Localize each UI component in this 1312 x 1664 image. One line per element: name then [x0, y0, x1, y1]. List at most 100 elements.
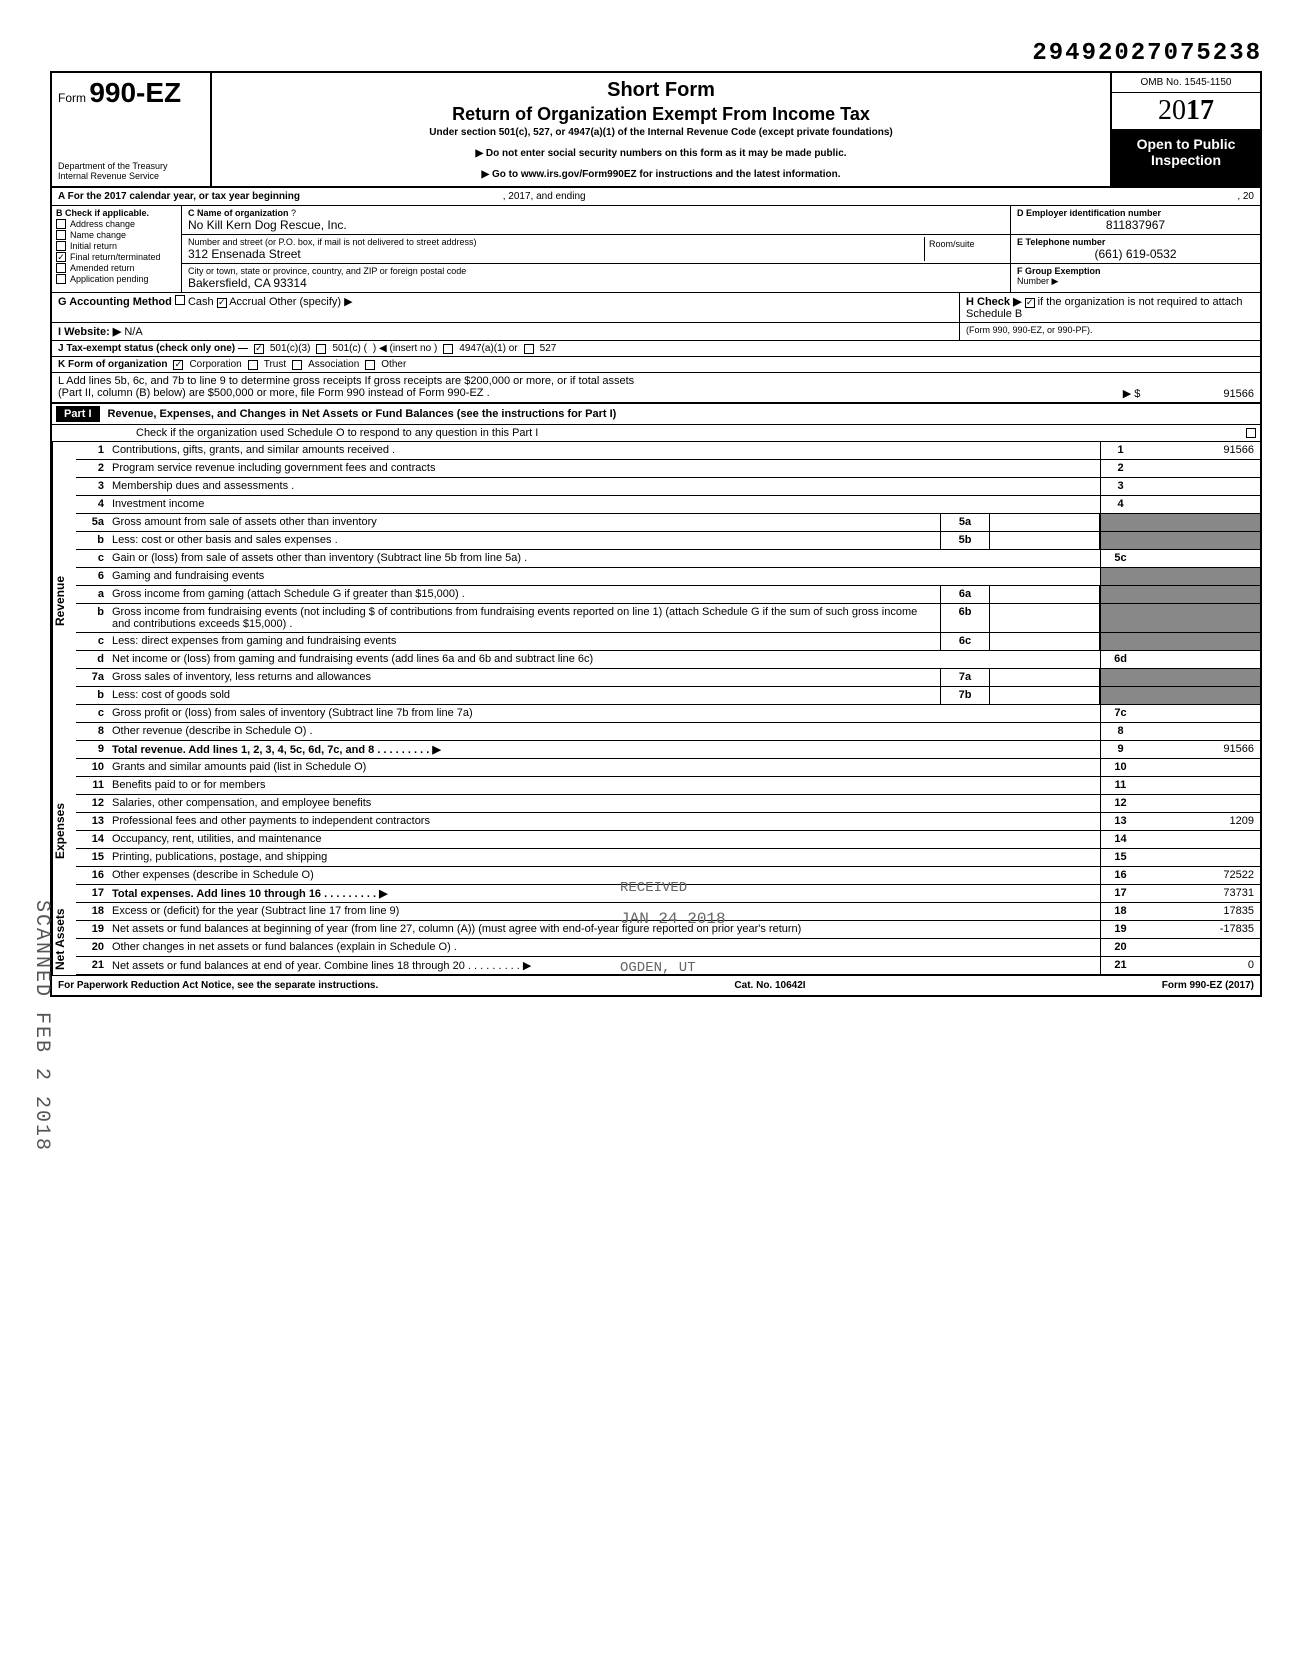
- right-line-num: 1: [1100, 442, 1140, 459]
- date-stamp: JAN 24 2018: [620, 910, 726, 928]
- mid-line-num: 7b: [940, 687, 990, 704]
- assoc-checkbox[interactable]: [292, 360, 302, 370]
- line-text: Program service revenue including govern…: [108, 460, 1100, 477]
- line-text: Investment income: [108, 496, 1100, 513]
- line-text: Professional fees and other payments to …: [108, 813, 1100, 830]
- dept-label: Department of the Treasury Internal Reve…: [58, 162, 204, 182]
- shaded-cell: [1140, 514, 1260, 531]
- line-row: 11Benefits paid to or for members11: [76, 777, 1260, 795]
- checkbox[interactable]: [56, 219, 66, 229]
- right-line-val: [1140, 460, 1260, 477]
- line-text: Gross amount from sale of assets other t…: [108, 514, 940, 531]
- line-row: 10Grants and similar amounts paid (list …: [76, 759, 1260, 777]
- right-line-num: 21: [1100, 957, 1140, 974]
- checkbox[interactable]: ✓: [56, 252, 66, 262]
- corp-checkbox[interactable]: ✓: [173, 360, 183, 370]
- line-number: 20: [76, 939, 108, 956]
- warning-2: Go to www.irs.gov/Form990EZ for instruct…: [220, 169, 1102, 180]
- line-number: 10: [76, 759, 108, 776]
- line-text: Gain or (loss) from sale of assets other…: [108, 550, 1100, 567]
- line-number: d: [76, 651, 108, 668]
- line-text: Other revenue (describe in Schedule O) .: [108, 723, 1100, 740]
- gross-receipts: 91566: [1223, 388, 1254, 400]
- phone-label: E Telephone number: [1017, 237, 1254, 247]
- right-line-val: [1140, 478, 1260, 495]
- checkbox[interactable]: [56, 274, 66, 284]
- part-1-label: Part I: [56, 406, 100, 422]
- line-row: 7aGross sales of inventory, less returns…: [76, 669, 1260, 687]
- right-line-val: [1140, 550, 1260, 567]
- trust-checkbox[interactable]: [248, 360, 258, 370]
- shaded-cell: [1140, 568, 1260, 585]
- line-text: Net income or (loss) from gaming and fun…: [108, 651, 1100, 668]
- 501c-checkbox[interactable]: [316, 344, 326, 354]
- right-line-num: 4: [1100, 496, 1140, 513]
- right-line-num: 9: [1100, 741, 1140, 758]
- right-line-num: 15: [1100, 849, 1140, 866]
- other-checkbox[interactable]: [365, 360, 375, 370]
- cash-checkbox[interactable]: [175, 295, 185, 305]
- help-icon[interactable]: ?: [291, 208, 296, 218]
- shaded-cell: [1140, 669, 1260, 686]
- line-number: c: [76, 633, 108, 650]
- open-to-public: Open to Public Inspection: [1112, 130, 1260, 186]
- header-right: OMB No. 1545-1150 2017 Open to Public In…: [1110, 73, 1260, 186]
- line-row: 12Salaries, other compensation, and empl…: [76, 795, 1260, 813]
- right-line-val: [1140, 849, 1260, 866]
- line-text: Excess or (deficit) for the year (Subtra…: [108, 903, 1100, 920]
- line-number: b: [76, 604, 108, 632]
- h-checkbox[interactable]: ✓: [1025, 298, 1035, 308]
- 501c3-checkbox[interactable]: ✓: [254, 344, 264, 354]
- right-line-val: 1209: [1140, 813, 1260, 830]
- right-line-num: 8: [1100, 723, 1140, 740]
- line-number: b: [76, 532, 108, 549]
- col-b-item: Amended return: [56, 263, 177, 273]
- street-address: 312 Ensenada Street: [188, 247, 924, 261]
- 4947-checkbox[interactable]: [443, 344, 453, 354]
- schedule-o-checkbox[interactable]: [1246, 428, 1256, 438]
- line-row: 13Professional fees and other payments t…: [76, 813, 1260, 831]
- right-line-num: 18: [1100, 903, 1140, 920]
- revenue-section: Revenue 1Contributions, gifts, grants, a…: [52, 442, 1260, 759]
- line-text: Benefits paid to or for members: [108, 777, 1100, 794]
- accrual-label: Accrual: [229, 296, 266, 308]
- c-label: C Name of organization: [188, 208, 289, 218]
- line-number: 15: [76, 849, 108, 866]
- right-line-num: 19: [1100, 921, 1140, 938]
- group-exemption-label: F Group Exemption: [1017, 266, 1254, 276]
- line-number: 17: [76, 885, 108, 902]
- group-exemption-number: Number ▶: [1017, 276, 1254, 287]
- shaded-cell: [1140, 532, 1260, 549]
- mid-line-val: [990, 586, 1100, 603]
- line-row: aGross income from gaming (attach Schedu…: [76, 586, 1260, 604]
- accrual-checkbox[interactable]: ✓: [217, 298, 227, 308]
- col-def: D Employer identification number 8118379…: [1010, 206, 1260, 292]
- right-line-val: [1140, 651, 1260, 668]
- line-row: bGross income from fundraising events (n…: [76, 604, 1260, 633]
- line-number: 7a: [76, 669, 108, 686]
- mid-line-val: [990, 633, 1100, 650]
- mid-line-val: [990, 532, 1100, 549]
- checkbox[interactable]: [56, 230, 66, 240]
- h-label: H Check ▶: [966, 296, 1022, 308]
- shaded-cell: [1100, 514, 1140, 531]
- checkbox-label: Initial return: [70, 241, 117, 251]
- col-b-item: ✓Final return/terminated: [56, 252, 177, 262]
- checkbox[interactable]: [56, 241, 66, 251]
- line-row: bLess: cost of goods sold7b: [76, 687, 1260, 705]
- right-line-val: [1140, 795, 1260, 812]
- line-number: 4: [76, 496, 108, 513]
- shaded-cell: [1140, 586, 1260, 603]
- col-b-item: Address change: [56, 219, 177, 229]
- line-text: Gross income from fundraising events (no…: [108, 604, 940, 632]
- shaded-cell: [1100, 669, 1140, 686]
- checkbox[interactable]: [56, 263, 66, 273]
- city-value: Bakersfield, CA 93314: [188, 276, 1004, 290]
- other-method: Other (specify) ▶: [269, 296, 353, 308]
- row-l: L Add lines 5b, 6c, and 7b to line 9 to …: [52, 373, 1260, 404]
- col-b-header: B Check if applicable.: [56, 208, 177, 218]
- 527-checkbox[interactable]: [524, 344, 534, 354]
- line-text: Total revenue. Add lines 1, 2, 3, 4, 5c,…: [108, 741, 1100, 758]
- line-text: Gross profit or (loss) from sales of inv…: [108, 705, 1100, 722]
- line-number: b: [76, 687, 108, 704]
